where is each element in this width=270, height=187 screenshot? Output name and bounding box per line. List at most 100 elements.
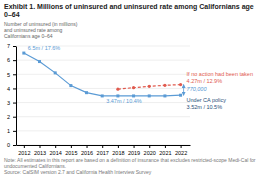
tick-label: 5 bbox=[7, 72, 10, 78]
arrow bbox=[183, 85, 184, 96]
tick-mark bbox=[55, 145, 56, 148]
annotation: 6.5m / 17.6% bbox=[28, 45, 61, 51]
series-line bbox=[118, 85, 181, 90]
tick-label: 2020 bbox=[144, 150, 156, 156]
title: Exhibit 1. Millions of uninsured and uni… bbox=[4, 3, 254, 18]
series-marker bbox=[85, 91, 88, 94]
tick-mark bbox=[24, 145, 25, 148]
title-line: 0–64 bbox=[4, 11, 20, 18]
tick-label: 7 bbox=[7, 43, 10, 49]
tick-label: 2018 bbox=[112, 150, 124, 156]
x-tick: 2018 bbox=[112, 145, 124, 156]
tick-label: 1 bbox=[7, 128, 10, 134]
x-tick: 2021 bbox=[159, 145, 171, 156]
y-tick: 6 bbox=[7, 57, 16, 63]
x-tick: 2016 bbox=[81, 145, 93, 156]
tick-label: 2016 bbox=[81, 150, 93, 156]
tick-mark bbox=[87, 145, 88, 148]
y-tick: 5 bbox=[7, 72, 16, 78]
x-tick: 2017 bbox=[97, 145, 109, 156]
tick-mark bbox=[149, 145, 150, 148]
tick-mark bbox=[13, 117, 16, 118]
tick-label: 6 bbox=[7, 57, 10, 63]
annotations: 6.5m / 17.6% 3.47m / 10.4% 770,000 If no ac… bbox=[28, 45, 253, 110]
tick-mark bbox=[181, 145, 182, 148]
y-tick: 3 bbox=[7, 100, 16, 106]
series-marker bbox=[116, 88, 119, 91]
annotation: 3.47m / 10.4% bbox=[106, 98, 142, 104]
tick-mark bbox=[102, 145, 103, 148]
note: Source: CalSIM version 2.7 and Californi… bbox=[4, 169, 152, 175]
grid-line bbox=[16, 116, 190, 117]
tick-mark bbox=[40, 145, 41, 148]
chart: Exhibit 1. Millions of uninsured and uni… bbox=[0, 0, 270, 187]
y-tick: 1 bbox=[7, 128, 16, 134]
grid-line bbox=[16, 88, 190, 89]
series-marker bbox=[101, 94, 104, 97]
x-tick: 2020 bbox=[144, 145, 156, 156]
series-marker bbox=[163, 84, 166, 87]
grid-line bbox=[16, 74, 190, 75]
tick-mark bbox=[118, 145, 119, 148]
tick-label: 3 bbox=[7, 100, 10, 106]
annotation: 4.27m / 12.9% bbox=[187, 78, 223, 84]
series-marker bbox=[179, 94, 182, 97]
tick-label: 2012 bbox=[18, 150, 30, 156]
series-marker bbox=[132, 86, 135, 89]
tick-label: 2021 bbox=[159, 150, 171, 156]
tick-mark bbox=[13, 46, 16, 47]
grid-line bbox=[16, 60, 190, 61]
series-marker bbox=[148, 94, 151, 97]
x-tick: 2015 bbox=[65, 145, 77, 156]
annotation: Under CA policy bbox=[187, 97, 227, 103]
tick-label: 0 bbox=[7, 142, 10, 148]
x-tick: 2013 bbox=[34, 145, 46, 156]
note-line: Source: CalSIM version 2.7 and Californi… bbox=[4, 169, 152, 175]
title-line: Exhibit 1. Millions of uninsured and uni… bbox=[4, 3, 254, 11]
series-marker bbox=[69, 84, 72, 87]
x-tick: 2014 bbox=[50, 145, 62, 156]
tick-label: 2013 bbox=[34, 150, 46, 156]
tick-label: 4 bbox=[7, 86, 10, 92]
plot-area bbox=[22, 52, 182, 98]
tick-label: 2 bbox=[7, 114, 10, 120]
tick-label: 2014 bbox=[50, 150, 62, 156]
series-marker bbox=[163, 94, 166, 97]
tick-label: 2017 bbox=[97, 150, 109, 156]
x-tick: 2019 bbox=[128, 145, 140, 156]
series-marker bbox=[148, 85, 151, 88]
series-marker bbox=[22, 52, 25, 55]
tick-label: 2015 bbox=[65, 150, 77, 156]
series-marker bbox=[54, 71, 57, 74]
y-tick: 0 bbox=[7, 142, 16, 148]
grid-line bbox=[16, 102, 190, 103]
tick-mark bbox=[13, 88, 16, 89]
note: Note: All estimates in this report are b… bbox=[4, 157, 256, 169]
series-marker bbox=[179, 83, 182, 86]
tick-mark bbox=[13, 74, 16, 75]
tick-mark bbox=[165, 145, 166, 148]
y-tick: 7 bbox=[7, 43, 16, 49]
axis-domain bbox=[17, 145, 191, 146]
tick-mark bbox=[13, 60, 16, 61]
grid-line bbox=[16, 130, 190, 131]
tick-mark bbox=[13, 145, 16, 146]
axis-domain bbox=[16, 47, 17, 146]
x-tick: 2012 bbox=[18, 145, 30, 156]
tick-label: 2022 bbox=[175, 150, 187, 156]
y-tick: 2 bbox=[7, 114, 16, 120]
y-tick: 4 bbox=[7, 86, 16, 92]
tick-mark bbox=[13, 103, 16, 104]
annotation: If no action had been taken bbox=[187, 71, 253, 77]
grid bbox=[16, 46, 190, 145]
y-axis-label: Californians age 0–64 bbox=[4, 33, 53, 39]
annotation: 3.52m / 10.5% bbox=[187, 104, 223, 110]
y-axis: 0 1 2 3 4 5 6 7 bbox=[7, 43, 17, 148]
x-axis: 2012 2013 20142015 2016 20172018 2019 20202021… bbox=[17, 145, 191, 156]
tick-label: 2019 bbox=[128, 150, 140, 156]
tick-mark bbox=[13, 131, 16, 132]
tick-mark bbox=[71, 145, 72, 148]
series-line bbox=[24, 53, 181, 96]
series-marker bbox=[38, 60, 41, 63]
annotation: 770,000 bbox=[187, 86, 208, 92]
